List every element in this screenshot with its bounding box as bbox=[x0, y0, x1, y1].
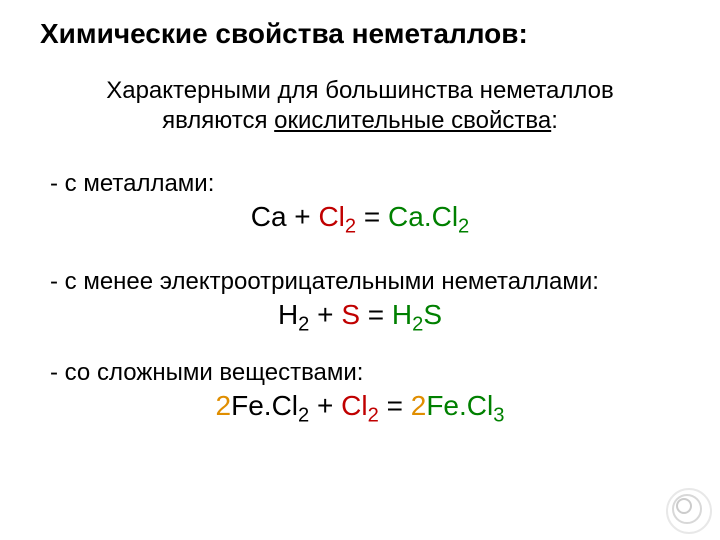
slide: Химические свойства неметаллов: Характер… bbox=[0, 0, 720, 540]
subtitle-line2-prefix: являются bbox=[162, 107, 274, 134]
eq3-2b: 2 bbox=[411, 390, 427, 421]
eq2-h-sub: 2 bbox=[298, 313, 309, 335]
eq2-h2-sub: 2 bbox=[412, 313, 423, 335]
corner-decoration bbox=[666, 488, 712, 534]
equation-2: H2 + S = H2S bbox=[36, 298, 684, 332]
eq2-eq: = bbox=[360, 299, 392, 330]
section-label-nonmetals: - с менее электроотрицательными неметалл… bbox=[50, 268, 684, 296]
slide-title: Химические свойства неметаллов: bbox=[40, 18, 684, 50]
eq2-s2: S bbox=[423, 299, 442, 330]
deco-ring-inner bbox=[676, 498, 692, 514]
eq2-s: S bbox=[341, 299, 360, 330]
eq3-cl-sub: 2 bbox=[368, 405, 379, 427]
eq2-h: H bbox=[278, 299, 298, 330]
equation-3: 2Fe.Cl2 + Cl2 = 2Fe.Cl3 bbox=[36, 389, 684, 423]
subtitle: Характерными для большинства неметаллов … bbox=[36, 76, 684, 136]
eq3-plus: + bbox=[309, 390, 341, 421]
eq3-2a: 2 bbox=[216, 390, 232, 421]
eq2-plus: + bbox=[309, 299, 341, 330]
eq1-cl: Cl bbox=[318, 201, 344, 232]
eq1-eq: = bbox=[356, 201, 388, 232]
equation-1: Ca + Cl2 = Ca.Cl2 bbox=[36, 200, 684, 234]
subtitle-line2-underlined: окислительные свойства bbox=[274, 107, 551, 134]
section-label-complex: - со сложными веществами: bbox=[50, 359, 684, 387]
eq1-ca-plus: Ca + bbox=[251, 201, 319, 232]
eq3-cl: Cl bbox=[341, 390, 367, 421]
eq3-fecl-sub: 2 bbox=[298, 405, 309, 427]
eq3-fecl: Fe.Cl bbox=[231, 390, 298, 421]
eq1-cl-sub: 2 bbox=[345, 216, 356, 238]
eq3-eq: = bbox=[379, 390, 411, 421]
eq2-h2: H bbox=[392, 299, 412, 330]
subtitle-line1: Характерными для большинства неметаллов bbox=[106, 77, 614, 104]
subtitle-line2-suffix: : bbox=[551, 107, 558, 134]
eq1-cacl: Ca.Cl bbox=[388, 201, 458, 232]
eq3-fecl3-sub: 3 bbox=[493, 405, 504, 427]
eq3-fecl3: Fe.Cl bbox=[426, 390, 493, 421]
eq1-cacl-sub: 2 bbox=[458, 216, 469, 238]
section-label-metals: - с металлами: bbox=[50, 170, 684, 198]
